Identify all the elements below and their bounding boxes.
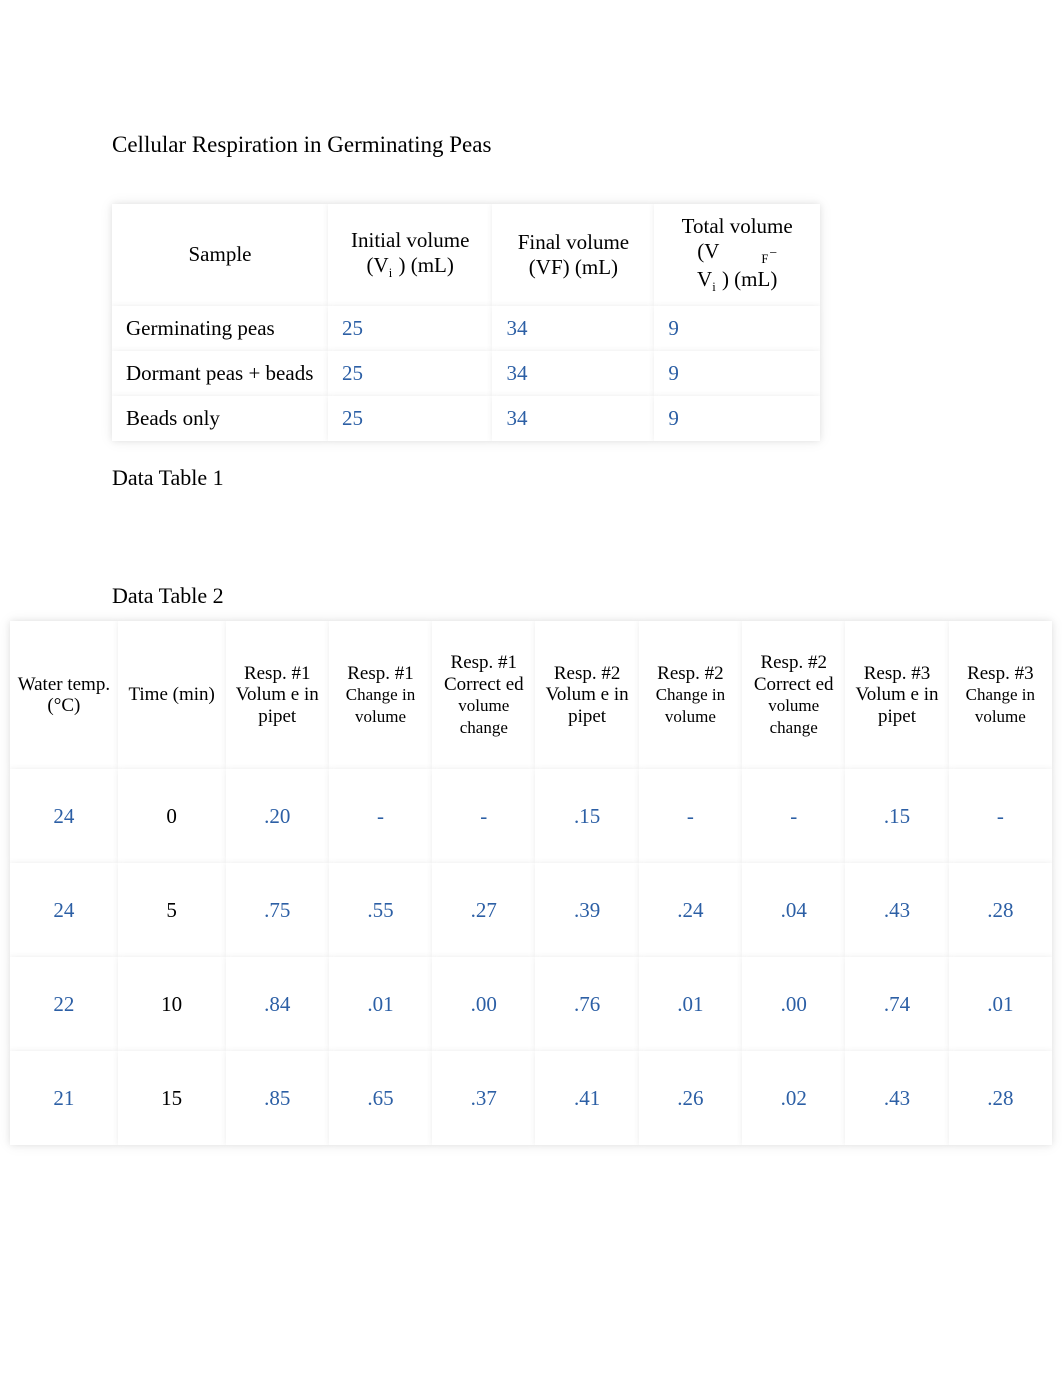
title-underline-gap	[493, 151, 605, 152]
table2: Water temp. (°C) Time (min) Resp. #1 Vol…	[10, 621, 1052, 1145]
table1-col-total: Total volume (V F−Vi ) (mL)	[654, 204, 820, 306]
t2-time: 5	[118, 863, 226, 957]
table1: Sample Initial volume (Vi ) (mL) Final v…	[112, 204, 820, 441]
t2-time: 10	[118, 957, 226, 1051]
table-row: Dormant peas + beads 25 34 9	[112, 351, 820, 396]
page-title-row: Cellular Respiration in Germinating Peas	[0, 0, 1062, 164]
t2-r2v: .41	[535, 1051, 638, 1145]
t2-r1c: .65	[329, 1051, 432, 1145]
table1-total: 9	[654, 306, 820, 351]
t2-col-temp: Water temp. (°C)	[10, 621, 118, 769]
table1-sample: Dormant peas + beads	[112, 351, 328, 396]
t2-temp: 21	[10, 1051, 118, 1145]
table2-body: 24 0 .20 - - .15 - - .15 - 24 5 .75 .55 …	[10, 769, 1052, 1145]
t2-r1c: .01	[329, 957, 432, 1051]
t2-r3v: .15	[845, 769, 948, 863]
t2-r1v: .84	[226, 957, 329, 1051]
t2-r3c: .28	[949, 863, 1052, 957]
table1-final: 34	[492, 396, 654, 441]
table1-caption: Data Table 1	[0, 465, 1062, 491]
t2-temp: 24	[10, 769, 118, 863]
t2-temp: 24	[10, 863, 118, 957]
t2-col-r1v: Resp. #1 Volum e in pipet	[226, 621, 329, 769]
table1-initial: 25	[328, 306, 492, 351]
t2-r1cc: .00	[432, 957, 535, 1051]
t2-r1cc: -	[432, 769, 535, 863]
t2-r1cc: .37	[432, 1051, 535, 1145]
table1-total: 9	[654, 351, 820, 396]
page-title: Cellular Respiration in Germinating Peas	[112, 132, 491, 157]
t2-r3c: -	[949, 769, 1052, 863]
t2-r1v: .20	[226, 769, 329, 863]
t2-r3c: .28	[949, 1051, 1052, 1145]
t2-col-r2v: Resp. #2 Volum e in pipet	[535, 621, 638, 769]
t2-time: 0	[118, 769, 226, 863]
table-row: 22 10 .84 .01 .00 .76 .01 .00 .74 .01	[10, 957, 1052, 1051]
t2-r2cc: .00	[742, 957, 845, 1051]
table1-total: 9	[654, 396, 820, 441]
table-row: 24 0 .20 - - .15 - - .15 -	[10, 769, 1052, 863]
table1-sample: Germinating peas	[112, 306, 328, 351]
table1-initial: 25	[328, 351, 492, 396]
t2-temp: 22	[10, 957, 118, 1051]
table2-container: Water temp. (°C) Time (min) Resp. #1 Vol…	[10, 621, 1052, 1145]
table-row: Germinating peas 25 34 9	[112, 306, 820, 351]
table2-header-row: Water temp. (°C) Time (min) Resp. #1 Vol…	[10, 621, 1052, 769]
t2-col-time: Time (min)	[118, 621, 226, 769]
t2-r2cc: -	[742, 769, 845, 863]
table-row: 24 5 .75 .55 .27 .39 .24 .04 .43 .28	[10, 863, 1052, 957]
table1-header-row: Sample Initial volume (Vi ) (mL) Final v…	[112, 204, 820, 306]
t2-col-r3c: Resp. #3 Change in volume	[949, 621, 1052, 769]
table2-caption: Data Table 2	[0, 583, 1062, 609]
t2-col-r2c: Resp. #2 Change in volume	[639, 621, 742, 769]
t2-r2v: .15	[535, 769, 638, 863]
t2-time: 15	[118, 1051, 226, 1145]
table1-final: 34	[492, 306, 654, 351]
t2-col-r1cc: Resp. #1 Correct ed volume change	[432, 621, 535, 769]
t2-r3c: .01	[949, 957, 1052, 1051]
t2-r3v: .74	[845, 957, 948, 1051]
t2-r3v: .43	[845, 1051, 948, 1145]
t2-r1v: .75	[226, 863, 329, 957]
t2-r2v: .76	[535, 957, 638, 1051]
table1-col-sample: Sample	[112, 204, 328, 306]
t2-r2cc: .02	[742, 1051, 845, 1145]
t2-r1c: -	[329, 769, 432, 863]
t2-r1cc: .27	[432, 863, 535, 957]
t2-r3v: .43	[845, 863, 948, 957]
table1-container: Sample Initial volume (Vi ) (mL) Final v…	[112, 204, 820, 441]
t2-r2c: .26	[639, 1051, 742, 1145]
table-row: Beads only 25 34 9	[112, 396, 820, 441]
table1-col-initial: Initial volume (Vi ) (mL)	[328, 204, 492, 306]
t2-r2c: -	[639, 769, 742, 863]
page: Cellular Respiration in Germinating Peas…	[0, 0, 1062, 1377]
t2-r1c: .55	[329, 863, 432, 957]
t2-col-r1c: Resp. #1 Change in volume	[329, 621, 432, 769]
t2-r2c: .01	[639, 957, 742, 1051]
t2-r2v: .39	[535, 863, 638, 957]
t2-col-r2cc: Resp. #2 Correct ed volume change	[742, 621, 845, 769]
table1-final: 34	[492, 351, 654, 396]
t2-r1v: .85	[226, 1051, 329, 1145]
table1-initial: 25	[328, 396, 492, 441]
table-row: 21 15 .85 .65 .37 .41 .26 .02 .43 .28	[10, 1051, 1052, 1145]
t2-col-r3v: Resp. #3 Volum e in pipet	[845, 621, 948, 769]
table1-body: Germinating peas 25 34 9 Dormant peas + …	[112, 306, 820, 442]
table1-sample: Beads only	[112, 396, 328, 441]
t2-r2c: .24	[639, 863, 742, 957]
t2-r2cc: .04	[742, 863, 845, 957]
table1-col-final: Final volume (VF) (mL)	[492, 204, 654, 306]
